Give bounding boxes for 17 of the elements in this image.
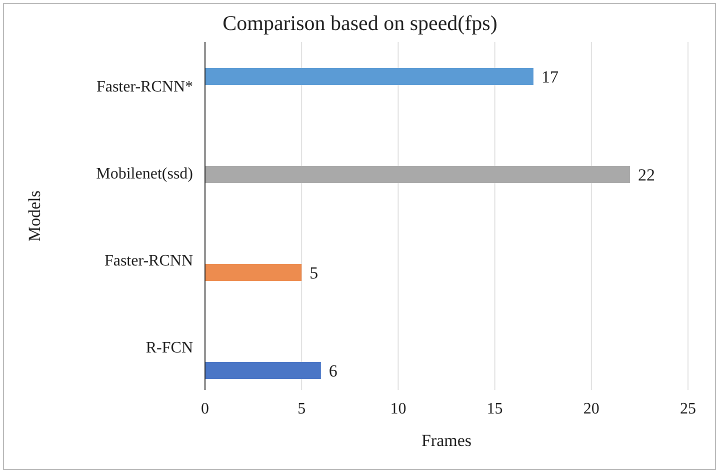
y-axis-title: Models — [25, 190, 44, 242]
x-tick-label: 5 — [298, 400, 306, 418]
data-label: 22 — [638, 166, 656, 184]
x-tick-label: 0 — [201, 400, 209, 418]
y-tick-label: Faster-RCNN — [104, 252, 194, 270]
data-label: 6 — [328, 362, 338, 380]
x-tick-label: 25 — [680, 400, 696, 418]
data-label: 17 — [541, 68, 559, 86]
x-axis-title: Frames — [421, 431, 472, 450]
x-tick-label: 15 — [486, 400, 503, 418]
data-label: 5 — [310, 264, 318, 282]
chart-title: Comparison based on speed(fps) — [222, 11, 498, 35]
y-tick-label: Mobilenet(ssd) — [96, 166, 193, 182]
x-tick-label: 10 — [390, 400, 406, 418]
x-tick-label: 20 — [583, 400, 600, 418]
y-tick-label: Faster-RCNN* — [96, 78, 193, 96]
y-tick-label: R-FCN — [146, 340, 194, 356]
